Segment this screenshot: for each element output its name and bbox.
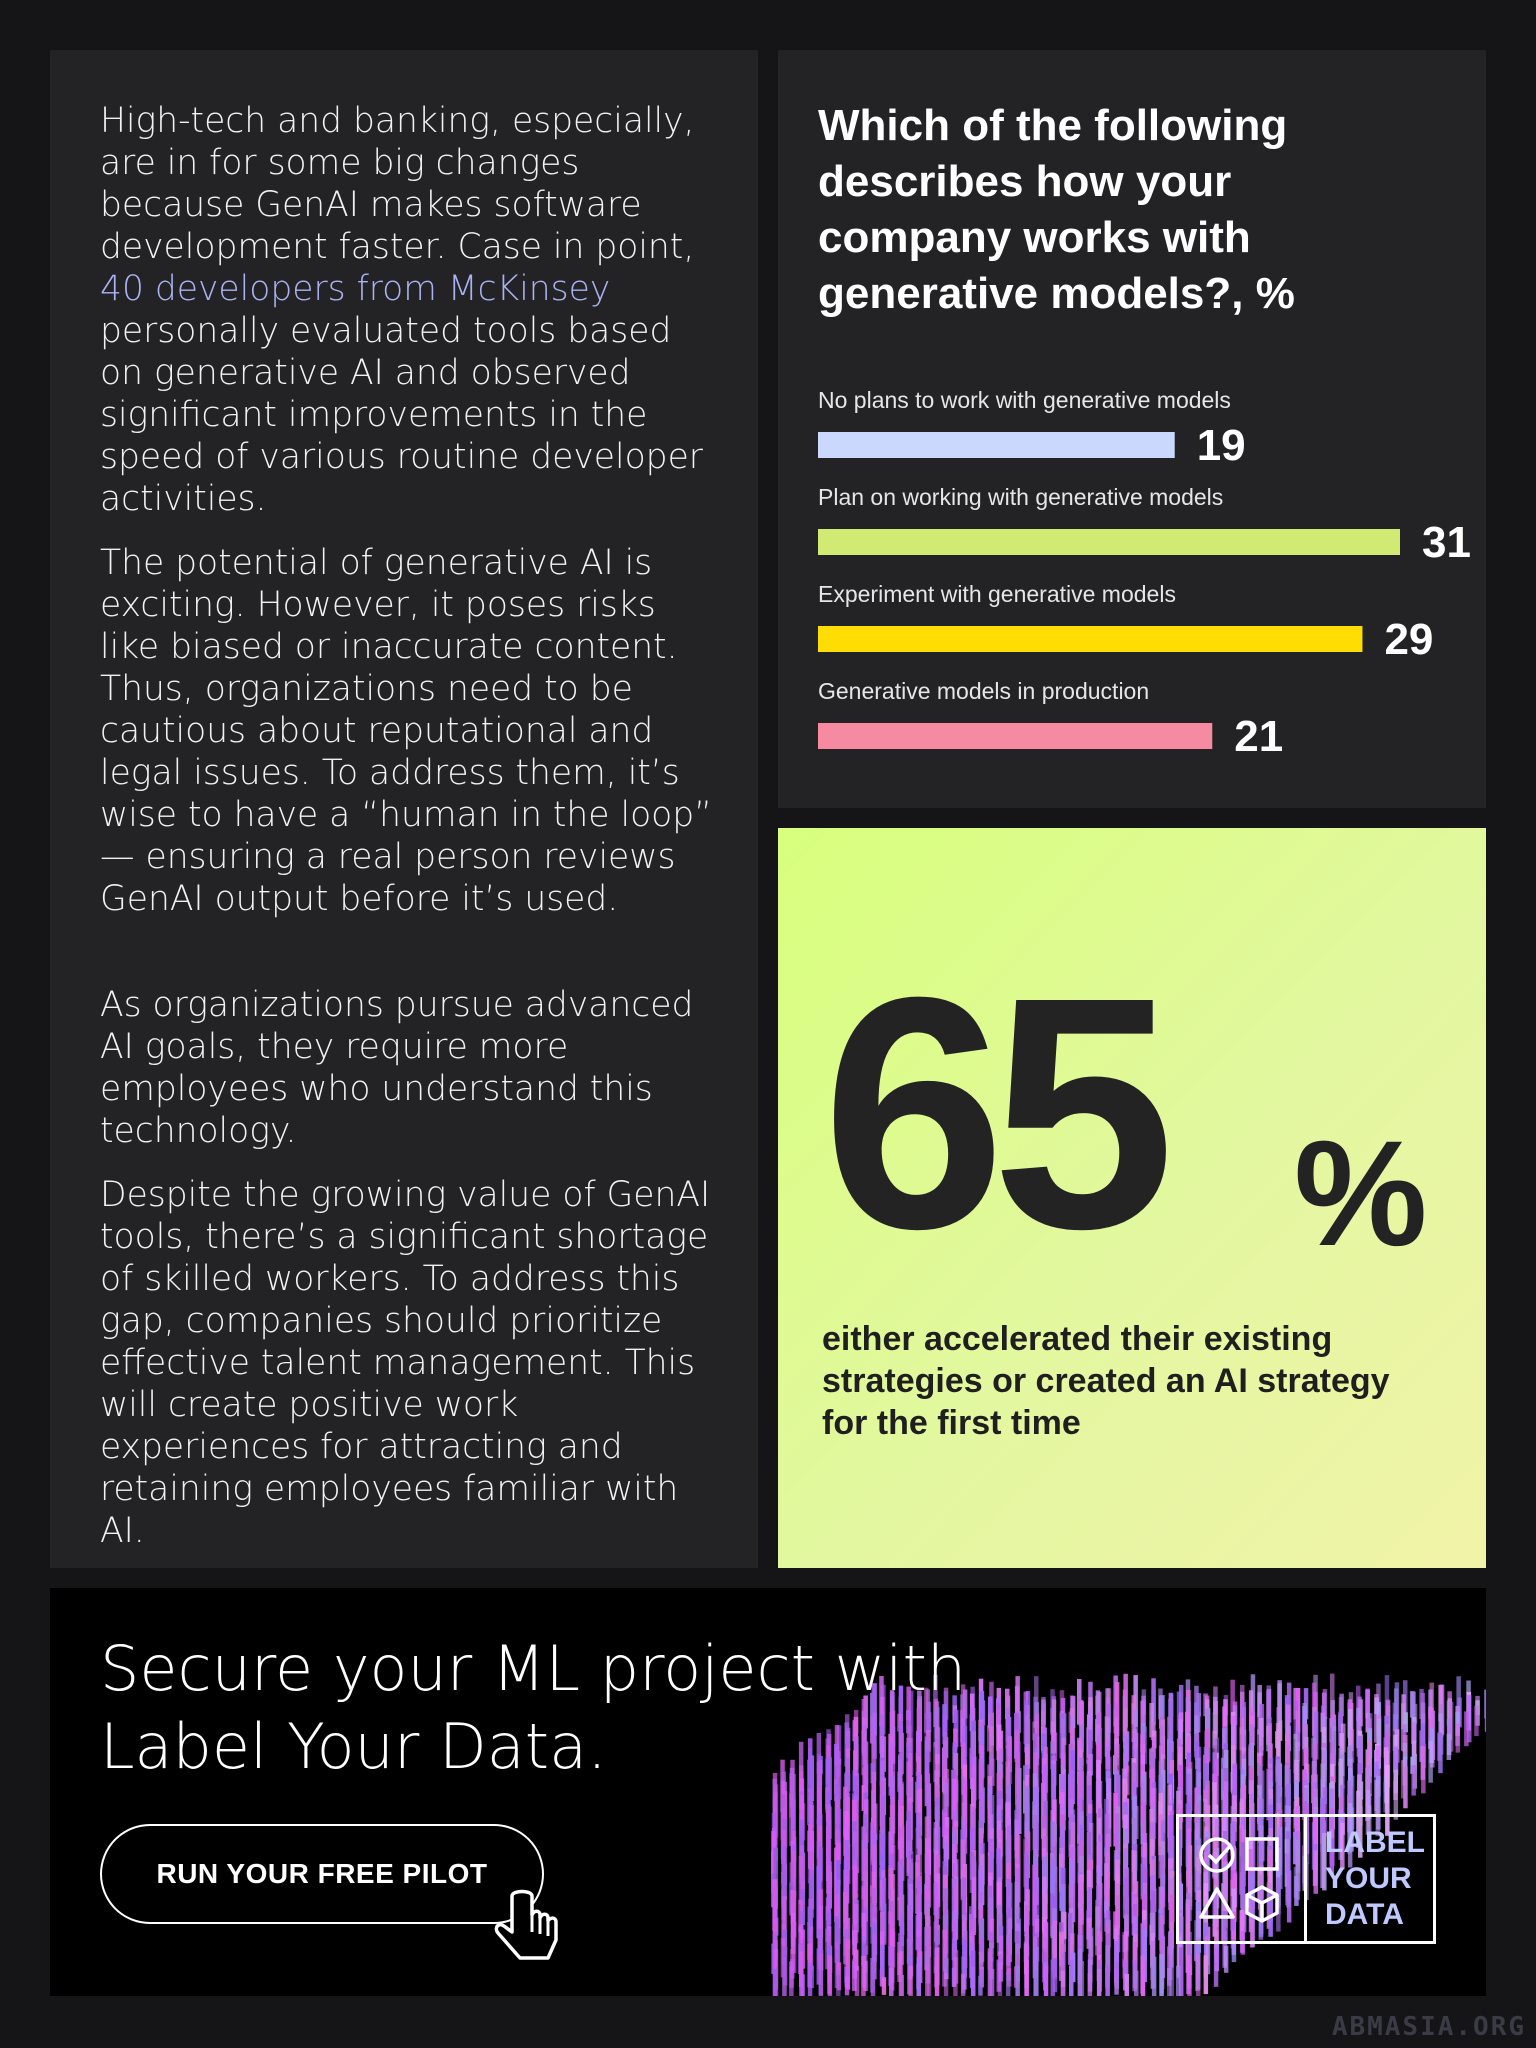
cta-heading: Secure your ML project with Label Your D… [100, 1632, 967, 1783]
bar-value-label: 29 [1384, 615, 1433, 664]
logo-text: LABEL YOUR DATA [1307, 1817, 1433, 1941]
bar-category-label: No plans to work with generative models [818, 387, 1231, 413]
logo-icon-grid [1179, 1817, 1307, 1941]
bar-chart: No plans to work with generative models 1… [818, 387, 1471, 761]
label-your-data-logo: LABEL YOUR DATA [1176, 1814, 1436, 1944]
bars-landscape-art [771, 1673, 1486, 1996]
bar-value-label: 31 [1422, 518, 1471, 567]
stat-panel: 65 % either accelerated their existing s… [778, 828, 1486, 1568]
chart-panel: Which of the following describes how you… [778, 50, 1486, 808]
logo-word-label: LABEL [1325, 1826, 1425, 1859]
pointer-hand-icon [494, 1889, 558, 1960]
paragraph-employees: As organizations pursue advanced AI goal… [100, 985, 694, 1151]
paragraph-text: High-tech and banking, especially, are i… [100, 101, 695, 267]
run-free-pilot-button[interactable]: RUN YOUR FREE PILOT [100, 1824, 544, 1924]
logo-shapes-icon [1199, 1837, 1279, 1923]
bar [818, 432, 1175, 458]
bar-category-label: Experiment with generative models [818, 581, 1176, 607]
logo-word-data: DATA [1325, 1898, 1404, 1931]
article-text-panel: High-tech and banking, especially, are i… [50, 50, 758, 1568]
logo-word-your: YOUR [1325, 1862, 1412, 1895]
stat-number: 65 [822, 928, 1175, 1297]
paragraph-risks: The potential of generative AI is exciti… [100, 543, 713, 919]
bar [818, 529, 1400, 555]
bar [818, 723, 1213, 749]
bar [818, 626, 1363, 652]
cta-banner: Secure your ML project with Label Your D… [50, 1588, 1486, 1996]
paragraph-shortage: Despite the growing value of GenAI tools… [100, 1175, 711, 1551]
watermark: ABMASIA.ORG [1331, 2012, 1526, 2042]
bar-field-decoration [771, 1673, 1486, 1996]
paragraph-text: personally evaluated tools based on gene… [100, 311, 703, 519]
paragraph-highlights: High-tech and banking, especially, are i… [100, 100, 725, 520]
chart-title: Which of the following describes how you… [818, 101, 1295, 318]
bar-value-label: 21 [1234, 712, 1283, 761]
bar-category-label: Generative models in production [818, 678, 1149, 704]
stat-percent-sign: % [1294, 1109, 1428, 1277]
bar-category-label: Plan on working with generative models [818, 484, 1223, 510]
mckinsey-link[interactable]: 40 developers from McKinsey [100, 269, 611, 309]
bar-value-label: 19 [1197, 421, 1246, 470]
stat-caption: either accelerated their existing strate… [822, 1320, 1390, 1442]
